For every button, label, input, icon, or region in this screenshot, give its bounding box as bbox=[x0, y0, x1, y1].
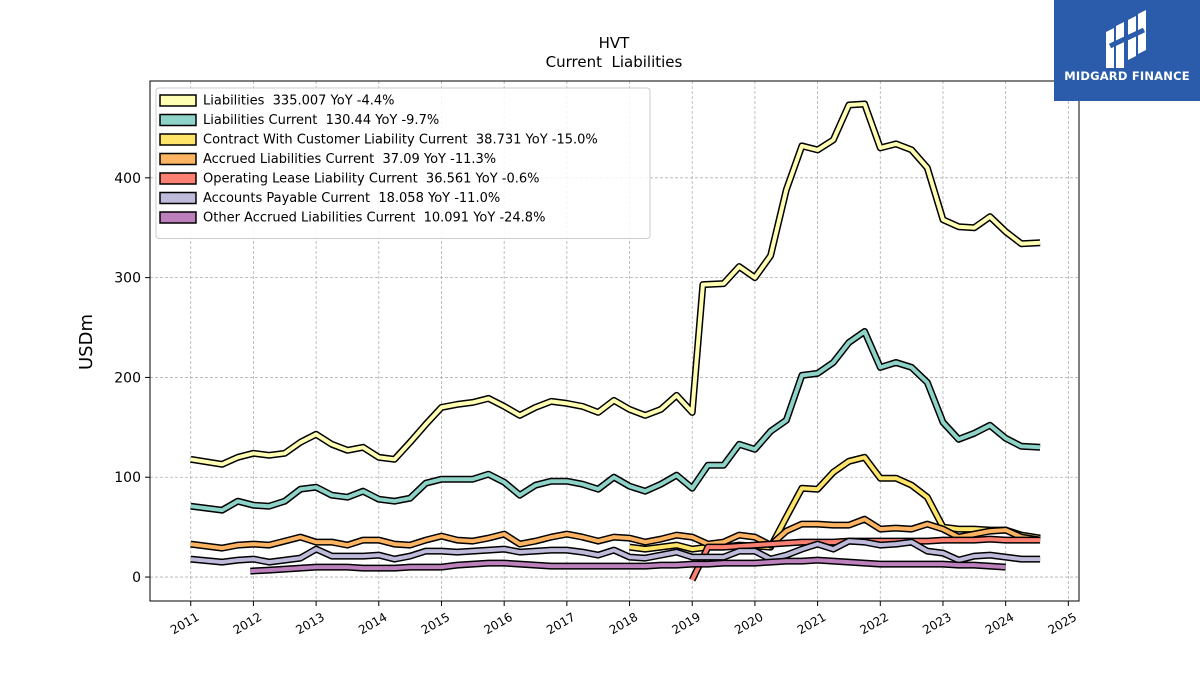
legend-swatch bbox=[159, 94, 197, 107]
legend: Liabilities 335.007 YoY -4.4% Liabilities… bbox=[155, 87, 651, 239]
y-tick-label: 200 bbox=[114, 370, 141, 386]
y-axis-label: USDm bbox=[76, 314, 97, 370]
x-tick-label: 2020 bbox=[732, 610, 765, 637]
y-tick-label: 100 bbox=[114, 470, 141, 486]
series-line bbox=[190, 102, 1041, 467]
legend-box bbox=[155, 87, 651, 239]
x-tick-label: 2011 bbox=[168, 610, 201, 637]
x-tick-label: 2018 bbox=[607, 610, 640, 637]
legend-label: Liabilities 335.007 YoY -4.4% bbox=[203, 94, 395, 109]
midgard-finance-logo: MIDGARD FINANCE bbox=[1054, 0, 1200, 101]
series-line bbox=[190, 329, 1041, 513]
series-line bbox=[250, 558, 1006, 574]
chart-title: HVT bbox=[599, 34, 631, 52]
chart-subtitle: Current Liabilities bbox=[546, 53, 683, 71]
legend-swatch bbox=[159, 211, 197, 224]
legend-swatch bbox=[159, 113, 197, 127]
x-tick-label: 2022 bbox=[858, 610, 891, 637]
series-6 bbox=[250, 556, 1006, 575]
y-tick-label: 300 bbox=[114, 271, 141, 287]
logo-text: MIDGARD FINANCE bbox=[1064, 69, 1190, 83]
x-tick-label: 2021 bbox=[795, 610, 828, 637]
legend-label: Operating Lease Liability Current 36.561… bbox=[203, 172, 540, 187]
series-1 bbox=[190, 328, 1041, 514]
legend-label: Accounts Payable Current 18.058 YoY -11.… bbox=[203, 191, 500, 206]
series-2 bbox=[629, 453, 1041, 553]
series-5 bbox=[190, 537, 1041, 566]
legend-label: Other Accrued Liabilities Current 10.091… bbox=[203, 211, 545, 226]
series-layer bbox=[190, 100, 1041, 582]
plot-frame bbox=[149, 80, 1080, 602]
legend-swatch bbox=[159, 172, 197, 185]
series-3 bbox=[190, 515, 1041, 552]
x-tick-label: 2015 bbox=[419, 610, 452, 637]
y-tick-label: 0 bbox=[132, 570, 141, 586]
x-tick-label: 2016 bbox=[481, 610, 514, 637]
x-tick-label: 2012 bbox=[231, 610, 264, 637]
legend-swatch bbox=[159, 133, 197, 146]
x-tick-label: 2024 bbox=[983, 610, 1016, 637]
logo-mark-icon bbox=[1106, 10, 1146, 68]
legend-label: Contract With Customer Liability Current… bbox=[203, 133, 598, 148]
series-line bbox=[190, 517, 1041, 551]
legend-label: Liabilities Current 130.44 YoY -9.7% bbox=[203, 113, 439, 128]
x-tick-label: 2025 bbox=[1046, 610, 1079, 637]
x-tick-label: 2017 bbox=[544, 610, 577, 637]
x-tick-label: 2014 bbox=[356, 610, 389, 637]
legend-swatch bbox=[159, 152, 197, 166]
x-tick-label: 2013 bbox=[293, 610, 326, 637]
legend-swatch bbox=[159, 191, 197, 205]
series-line bbox=[190, 539, 1041, 565]
x-tick-label: 2023 bbox=[920, 610, 953, 637]
y-tick-label: 400 bbox=[114, 171, 141, 187]
series-0 bbox=[190, 100, 1041, 468]
series-line bbox=[629, 455, 1041, 552]
x-tick-label: 2019 bbox=[670, 610, 703, 637]
legend-label: Accrued Liabilities Current 37.09 YoY -1… bbox=[203, 152, 496, 167]
